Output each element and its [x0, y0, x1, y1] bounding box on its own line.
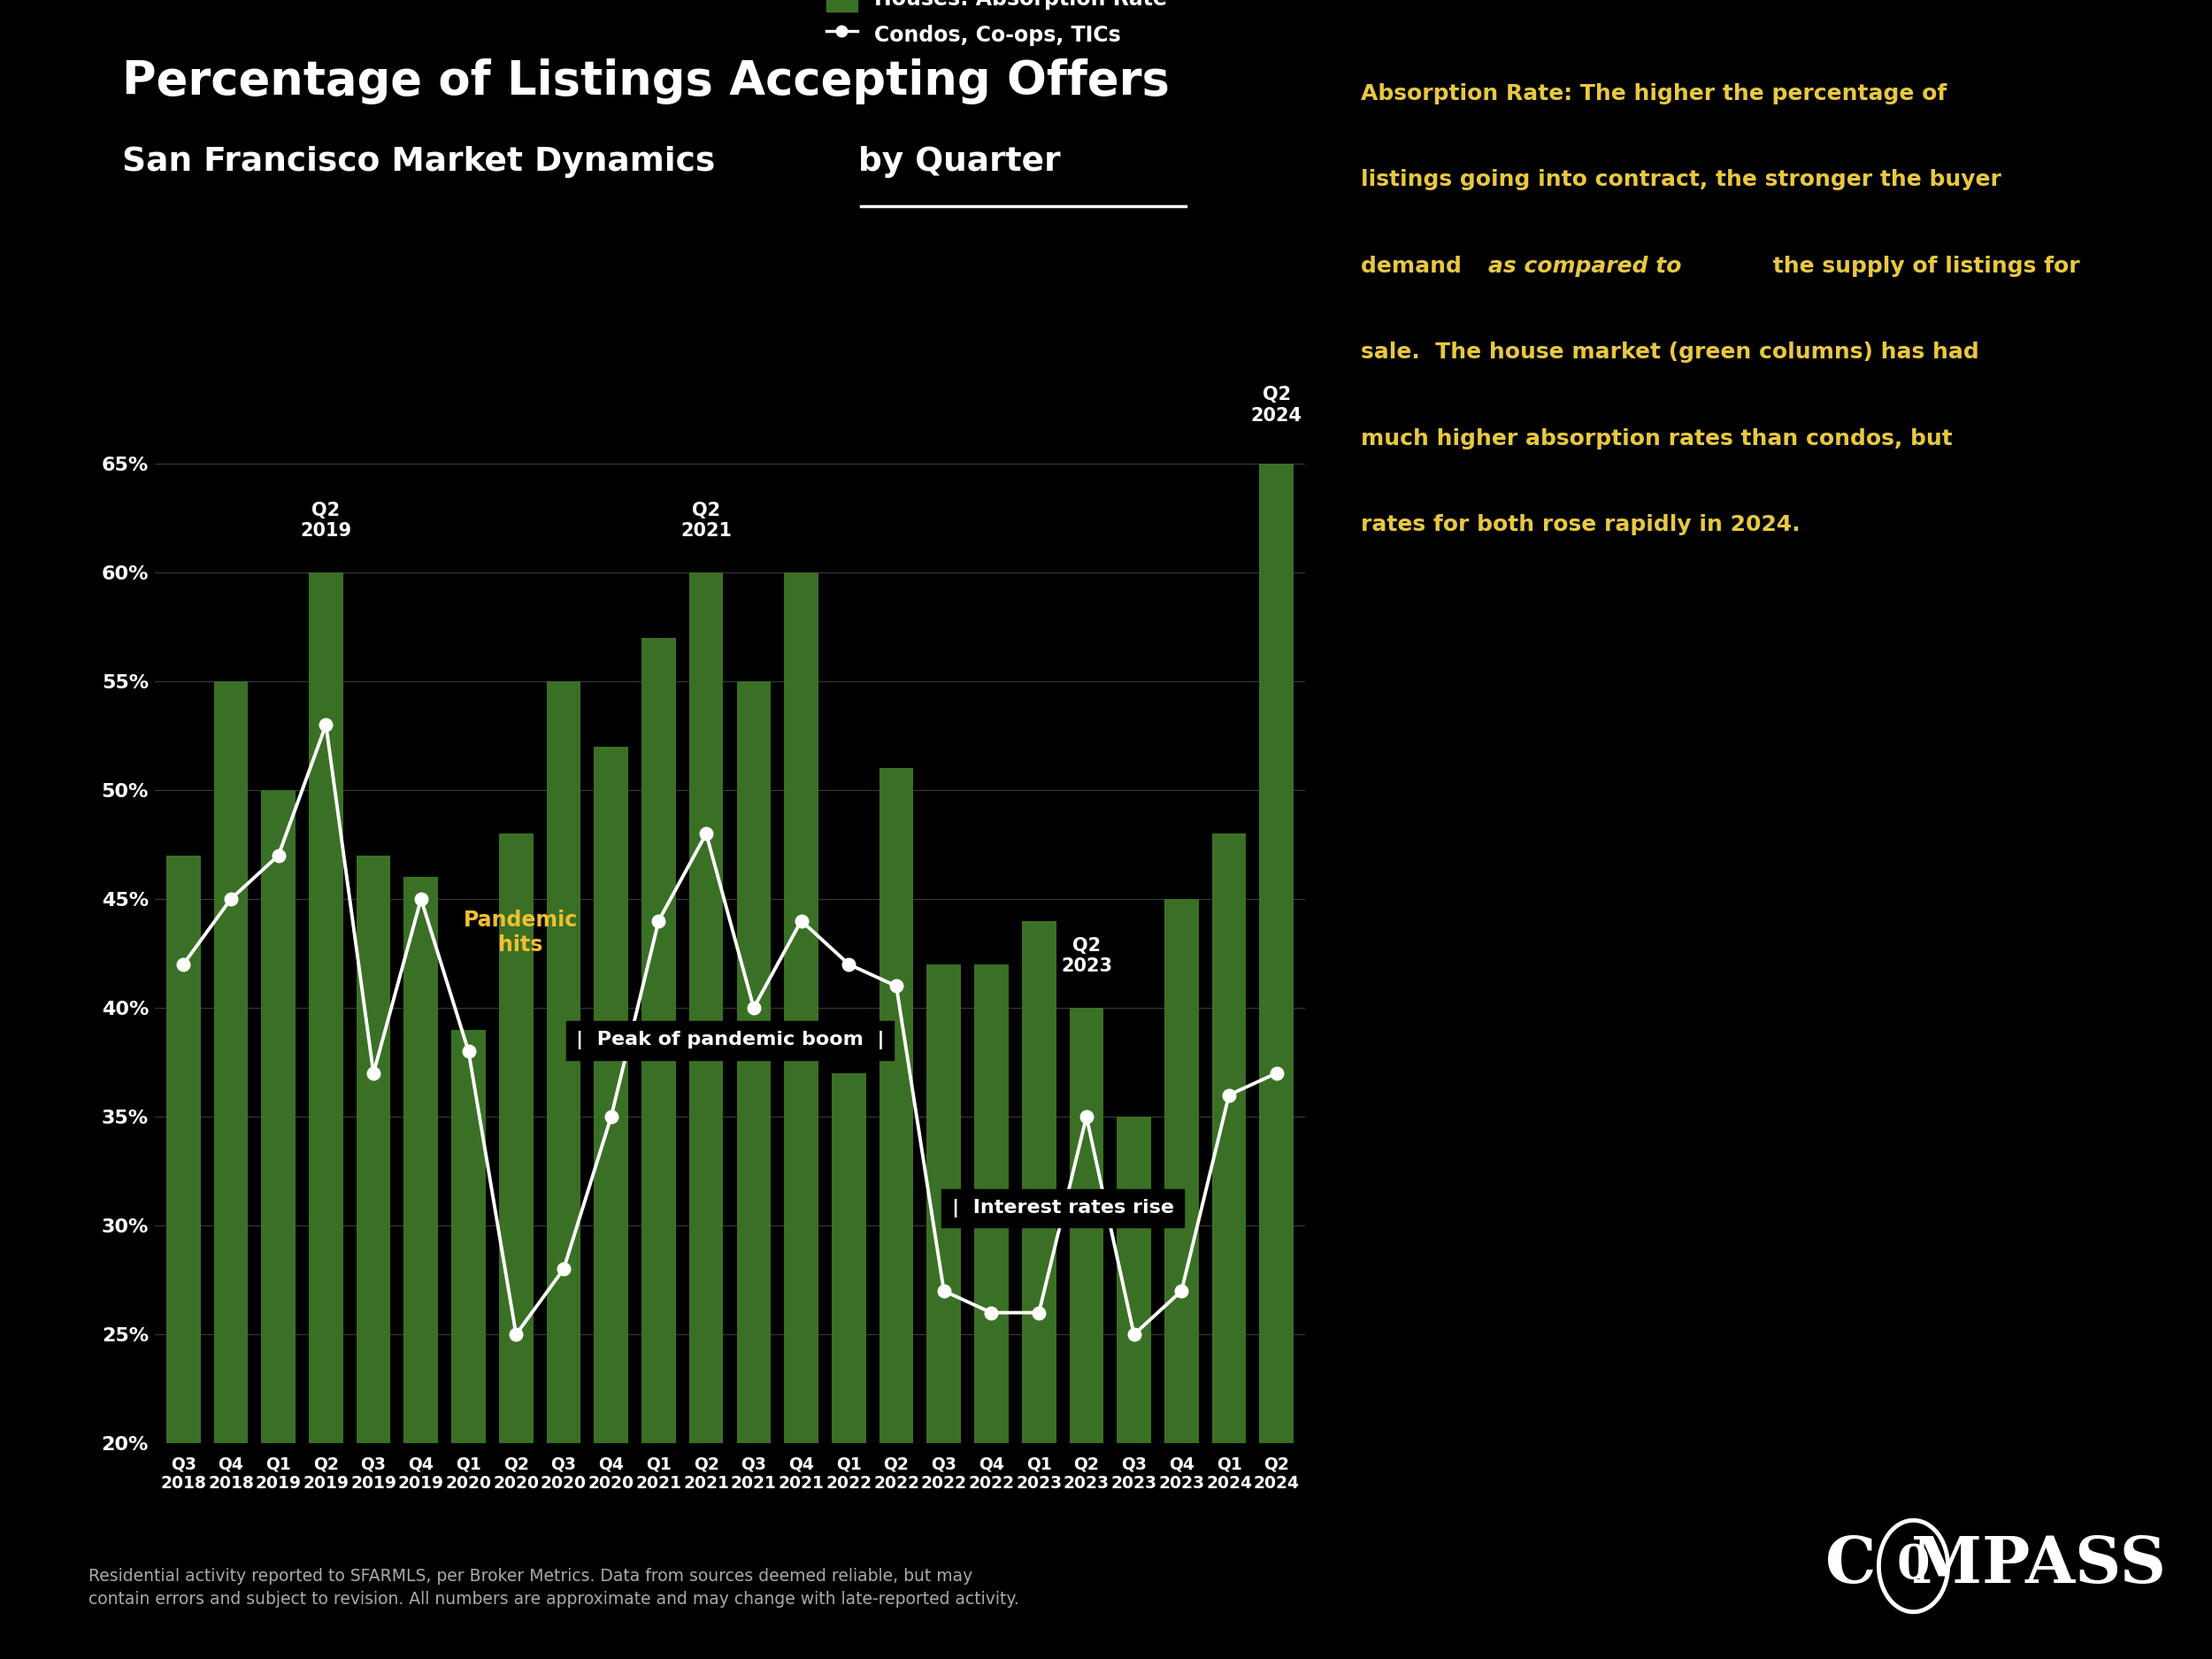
Bar	[166, 856, 201, 1659]
Text: Q2
2024: Q2 2024	[1252, 387, 1303, 425]
Bar	[783, 572, 818, 1659]
Bar	[737, 682, 770, 1659]
Bar	[690, 572, 723, 1659]
Text: C: C	[1825, 1533, 1876, 1596]
Bar	[451, 1030, 487, 1659]
Legend: Houses: Absorption Rate, Condos, Co-ops, TICs: Houses: Absorption Rate, Condos, Co-ops,…	[818, 0, 1175, 55]
Text: Q2
2023: Q2 2023	[1062, 937, 1113, 975]
Text: sale.  The house market (green columns) has had: sale. The house market (green columns) h…	[1360, 342, 1980, 363]
Text: |  Peak of pandemic boom  |: | Peak of pandemic boom |	[575, 1032, 885, 1050]
Text: Absorption Rate: The higher the percentage of: Absorption Rate: The higher the percenta…	[1360, 83, 1947, 105]
Bar	[832, 1073, 865, 1659]
Bar	[405, 878, 438, 1659]
Bar	[641, 637, 677, 1659]
Bar	[878, 768, 914, 1659]
Bar	[356, 856, 392, 1659]
Bar	[1117, 1117, 1150, 1659]
Text: |  Interest rates rise: | Interest rates rise	[951, 1199, 1175, 1218]
Bar	[215, 682, 248, 1659]
Text: Q2
2019: Q2 2019	[301, 501, 352, 539]
Bar	[1212, 833, 1245, 1659]
Bar	[1068, 1007, 1104, 1659]
Bar	[546, 682, 582, 1659]
Bar	[500, 833, 533, 1659]
Text: demand: demand	[1360, 255, 1469, 277]
Text: as compared to: as compared to	[1489, 255, 1681, 277]
Text: 0: 0	[1896, 1543, 1931, 1589]
Text: San Francisco Market Dynamics: San Francisco Market Dynamics	[122, 146, 726, 178]
Bar	[595, 747, 628, 1659]
Text: Pandemic
hits: Pandemic hits	[465, 909, 577, 956]
Text: the supply of listings for: the supply of listings for	[1765, 255, 2079, 277]
Text: Q2
2021: Q2 2021	[681, 501, 732, 539]
Text: by Quarter: by Quarter	[858, 146, 1060, 178]
Bar	[261, 790, 296, 1659]
Text: much higher absorption rates than condos, but: much higher absorption rates than condos…	[1360, 428, 1953, 450]
Bar	[310, 572, 343, 1659]
Text: listings going into contract, the stronger the buyer: listings going into contract, the strong…	[1360, 169, 2002, 191]
Bar	[927, 964, 960, 1659]
Bar	[1022, 921, 1055, 1659]
Text: MPASS: MPASS	[1911, 1533, 2166, 1596]
Text: rates for both rose rapidly in 2024.: rates for both rose rapidly in 2024.	[1360, 514, 1801, 536]
Bar	[1164, 899, 1199, 1659]
Text: Percentage of Listings Accepting Offers: Percentage of Listings Accepting Offers	[122, 58, 1170, 105]
Text: Residential activity reported to SFARMLS, per Broker Metrics. Data from sources : Residential activity reported to SFARMLS…	[88, 1568, 1020, 1608]
Bar	[973, 964, 1009, 1659]
Bar	[1259, 463, 1294, 1659]
